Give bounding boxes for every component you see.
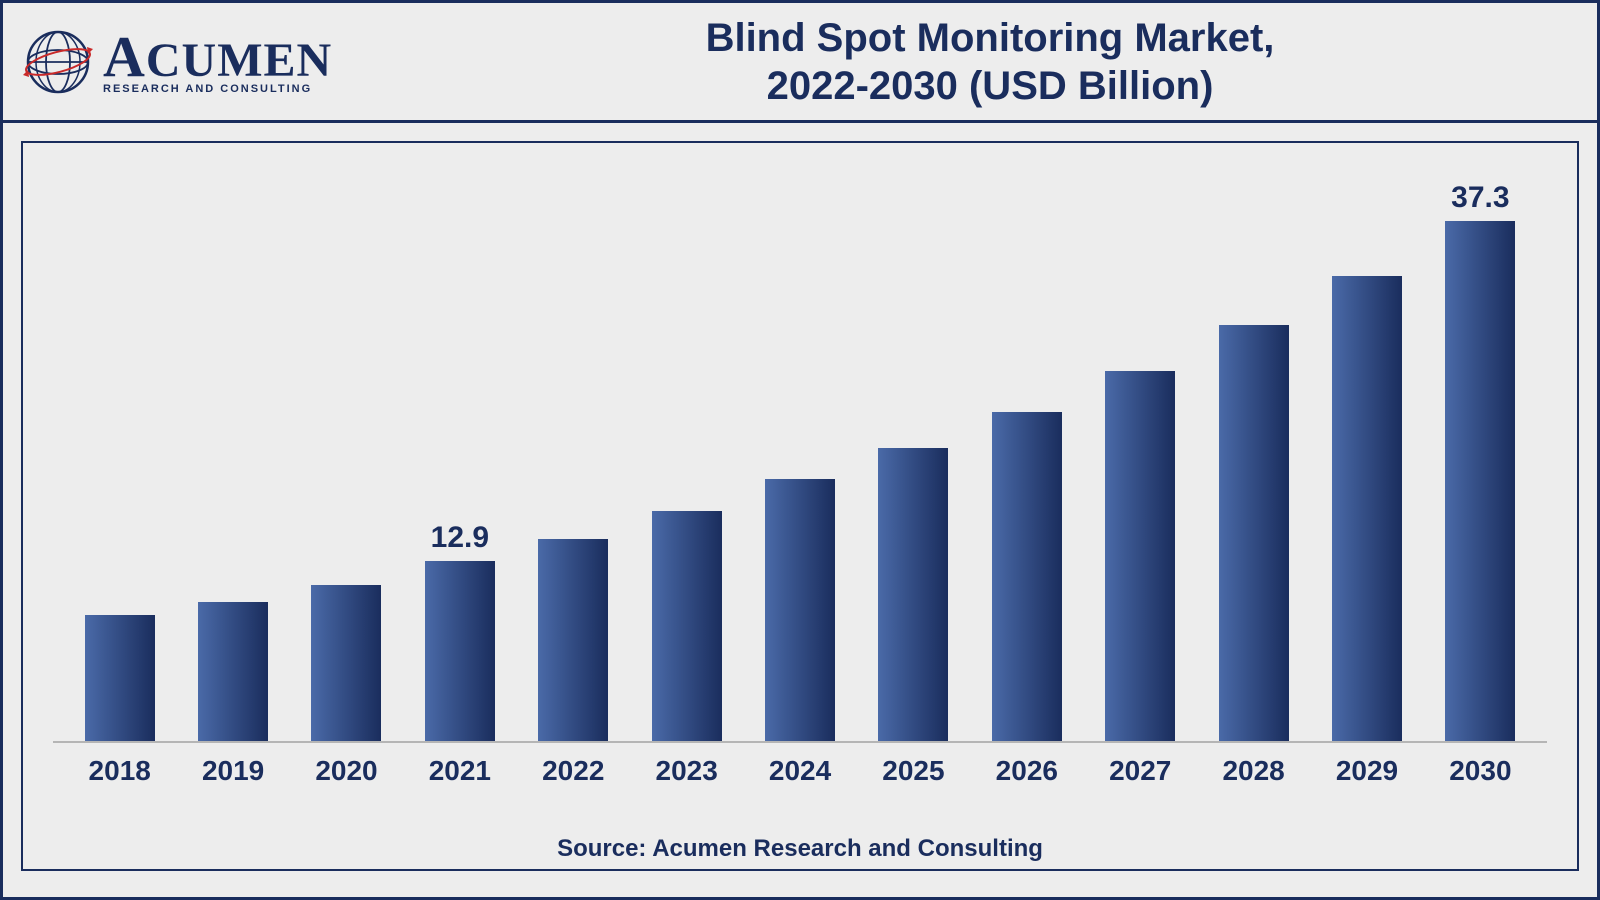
bar: [311, 585, 381, 741]
bar-column: [290, 183, 403, 741]
bar: 12.9: [425, 561, 495, 741]
x-tick-label: 2026: [970, 755, 1083, 787]
bar: [1332, 276, 1402, 741]
bar-column: [630, 183, 743, 741]
bar: [85, 615, 155, 741]
x-tick-label: 2020: [290, 755, 403, 787]
bar-value-label: 37.3: [1451, 181, 1509, 215]
x-tick-label: 2019: [176, 755, 289, 787]
x-tick-label: 2018: [63, 755, 176, 787]
x-tick-label: 2030: [1424, 755, 1537, 787]
bar: [1105, 371, 1175, 741]
logo: ACUMEN RESEARCH AND CONSULTING: [23, 27, 403, 97]
header: ACUMEN RESEARCH AND CONSULTING Blind Spo…: [3, 3, 1597, 123]
bar: [878, 448, 948, 741]
source-text: Source: Acumen Research and Consulting: [53, 835, 1547, 863]
x-tick-label: 2028: [1197, 755, 1310, 787]
bar-column: 37.3: [1424, 183, 1537, 741]
x-tick-label: 2024: [743, 755, 856, 787]
bar: [765, 479, 835, 741]
bar-plot: 12.9 37.3: [53, 183, 1547, 743]
logo-main-text: ACUMEN: [103, 28, 332, 86]
bar: [538, 539, 608, 741]
x-tick-label: 2023: [630, 755, 743, 787]
bar-column: [970, 183, 1083, 741]
bar: [652, 511, 722, 741]
bar-column: [1310, 183, 1423, 741]
bar: [1219, 325, 1289, 741]
bar-column: [857, 183, 970, 741]
bar-column: [176, 183, 289, 741]
x-tick-label: 2025: [857, 755, 970, 787]
x-tick-label: 2021: [403, 755, 516, 787]
globe-icon: [23, 27, 93, 97]
bar-column: [743, 183, 856, 741]
x-tick-label: 2027: [1084, 755, 1197, 787]
bar-value-label: 12.9: [431, 521, 489, 555]
x-tick-label: 2029: [1310, 755, 1423, 787]
title-line-2: 2022-2030 (USD Billion): [403, 62, 1577, 110]
logo-sub-text: RESEARCH AND CONSULTING: [103, 84, 332, 95]
bar: [992, 412, 1062, 741]
title-line-1: Blind Spot Monitoring Market,: [403, 14, 1577, 62]
x-axis: 2018201920202021202220232024202520262027…: [53, 743, 1547, 787]
x-tick-label: 2022: [517, 755, 630, 787]
chart-title: Blind Spot Monitoring Market, 2022-2030 …: [403, 14, 1577, 110]
bar-column: [517, 183, 630, 741]
bar: 37.3: [1445, 221, 1515, 741]
bar: [198, 602, 268, 742]
bar-column: [63, 183, 176, 741]
bar-column: [1197, 183, 1310, 741]
bar-column: [1084, 183, 1197, 741]
bar-column: 12.9: [403, 183, 516, 741]
chart-panel: 12.937.3 2018201920202021202220232024202…: [21, 141, 1579, 871]
